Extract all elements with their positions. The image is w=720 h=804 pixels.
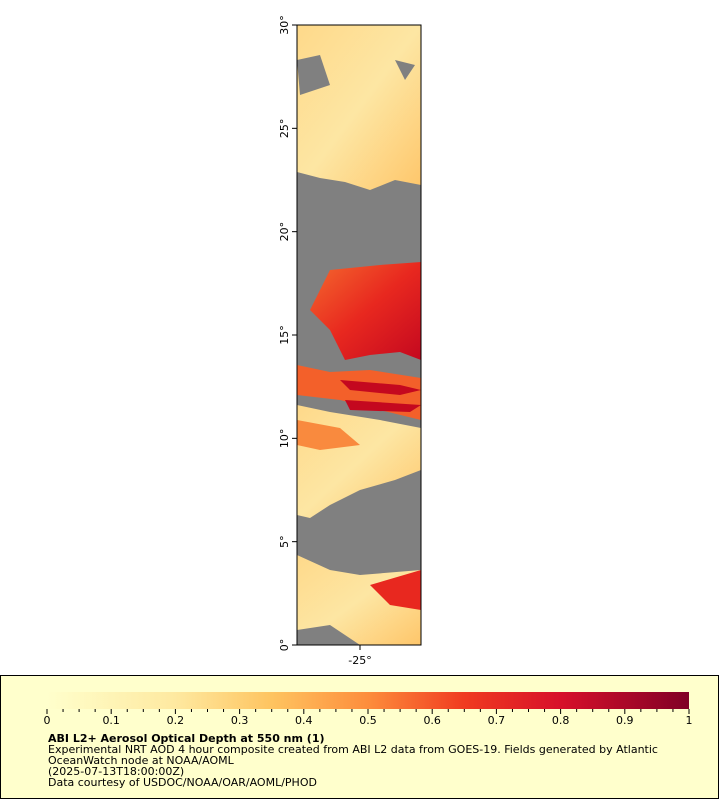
- lat-label: 0°: [278, 639, 291, 652]
- legend-title: ABI L2+ Aerosol Optical Depth at 550 nm …: [48, 732, 325, 745]
- colorbar-label: 0.4: [295, 714, 313, 727]
- colorbar-label: 0.2: [167, 714, 185, 727]
- lat-label: 15°: [278, 325, 291, 345]
- legend-line: Data courtesy of USDOC/NOAA/OAR/AOML/PHO…: [48, 776, 317, 789]
- colorbar: [47, 692, 689, 709]
- lat-label: 5°: [278, 535, 291, 548]
- colorbar-label: 0.8: [552, 714, 570, 727]
- colorbar-label: 0.9: [616, 714, 634, 727]
- lat-label: 20°: [278, 222, 291, 242]
- legend-line: (2025-07-13T18:00:00Z): [48, 765, 184, 778]
- colorbar-label: 1: [686, 714, 693, 727]
- lat-label: 25°: [278, 119, 291, 139]
- colorbar-label: 0.3: [231, 714, 249, 727]
- lat-label: 10°: [278, 429, 291, 449]
- colorbar-label: 0.7: [488, 714, 506, 727]
- legend-line: OceanWatch node at NOAA/AOML: [48, 754, 235, 767]
- lon-label: -25°: [348, 654, 371, 667]
- map-image: [297, 25, 421, 645]
- legend-line: Experimental NRT AOD 4 hour composite cr…: [48, 743, 658, 756]
- lat-label: 30°: [278, 15, 291, 35]
- colorbar-label: 0.1: [102, 714, 120, 727]
- colorbar-label: 0.6: [423, 714, 441, 727]
- colorbar-label: 0.5: [359, 714, 377, 727]
- colorbar-label: 0: [44, 714, 51, 727]
